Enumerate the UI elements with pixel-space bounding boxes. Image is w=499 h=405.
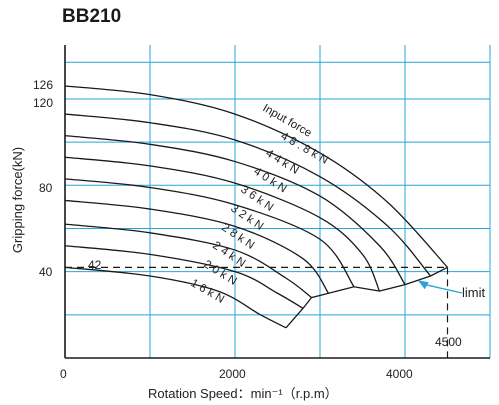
ref-label-42: 42 — [88, 258, 102, 272]
x-axis-label: Rotation Speed：min⁻¹（r.p.m） — [148, 386, 338, 401]
x-tick-label: 4000 — [386, 367, 413, 381]
series-label: 1 6 k N — [189, 277, 227, 306]
series-line — [64, 178, 355, 288]
limit-label: limit — [462, 285, 485, 300]
reference-lines — [65, 266, 449, 358]
limit-arrow-head — [417, 280, 429, 290]
y-tick-label: 40 — [39, 265, 53, 279]
limit-boundary — [285, 266, 448, 329]
y-axis-label: Gripping force(kN) — [10, 147, 25, 253]
axes — [64, 45, 490, 359]
curves — [64, 85, 448, 329]
x-tick-label: 2000 — [219, 367, 246, 381]
limit-arrow-line — [423, 283, 463, 294]
series-line — [64, 245, 304, 309]
series-line — [64, 266, 287, 329]
series-line — [64, 85, 448, 268]
y-tick-label: 80 — [39, 181, 53, 195]
limit-line — [285, 266, 463, 329]
series-line — [64, 135, 406, 285]
series-line — [64, 223, 312, 299]
series-line — [64, 113, 431, 277]
ref-label-4500: 4500 — [435, 335, 462, 349]
series-line — [64, 199, 330, 294]
y-tick-label: 120 — [33, 96, 53, 110]
series-line — [64, 156, 381, 292]
chart-title: BB210 — [62, 6, 122, 27]
x-tick-label: 0 — [60, 367, 67, 381]
y-tick-label: 126 — [33, 78, 53, 92]
